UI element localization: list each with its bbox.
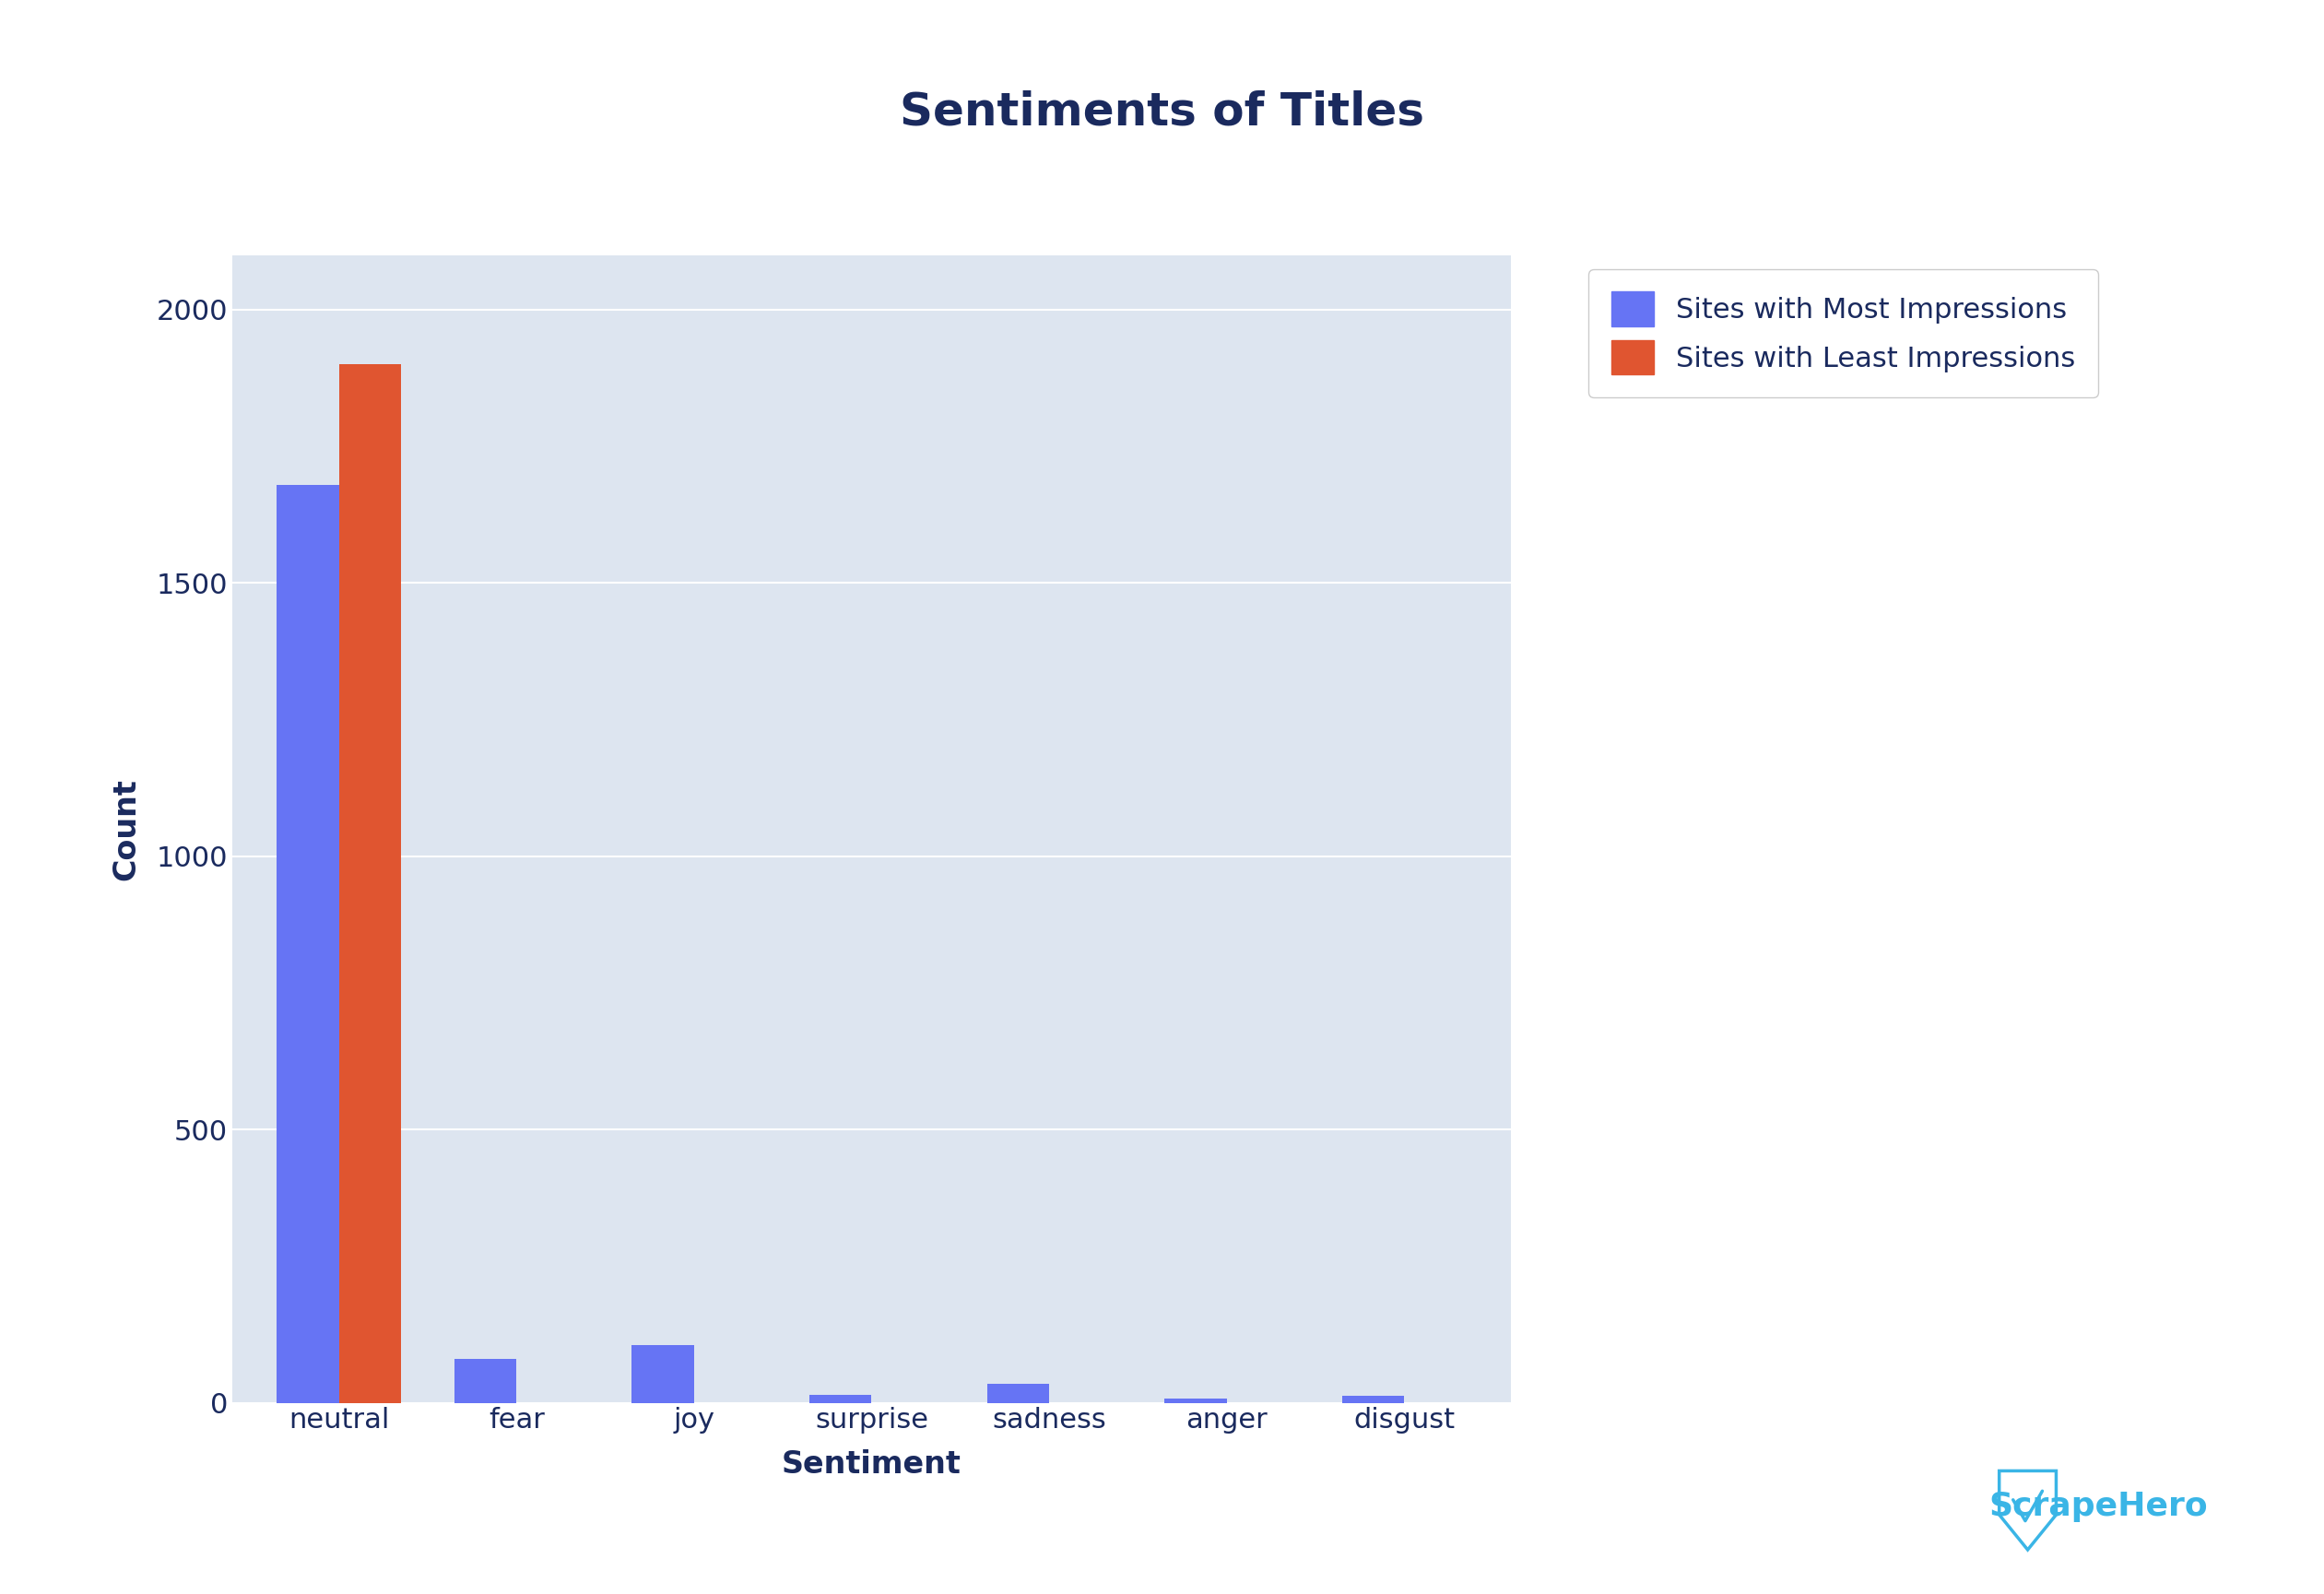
X-axis label: Sentiment: Sentiment (781, 1449, 962, 1479)
Bar (1341, 1396, 1404, 1403)
Bar (809, 1395, 872, 1403)
Bar (453, 1360, 516, 1403)
Bar (1164, 1398, 1227, 1403)
Text: Sentiments of Titles: Sentiments of Titles (899, 89, 1425, 134)
Y-axis label: Count: Count (112, 778, 142, 880)
Text: ScrapeHero: ScrapeHero (1989, 1490, 2208, 1522)
Bar (632, 1345, 695, 1403)
Bar (339, 365, 402, 1403)
Legend: Sites with Most Impressions, Sites with Least Impressions: Sites with Most Impressions, Sites with … (1590, 269, 2099, 397)
Bar (277, 485, 339, 1403)
Bar (988, 1384, 1048, 1403)
